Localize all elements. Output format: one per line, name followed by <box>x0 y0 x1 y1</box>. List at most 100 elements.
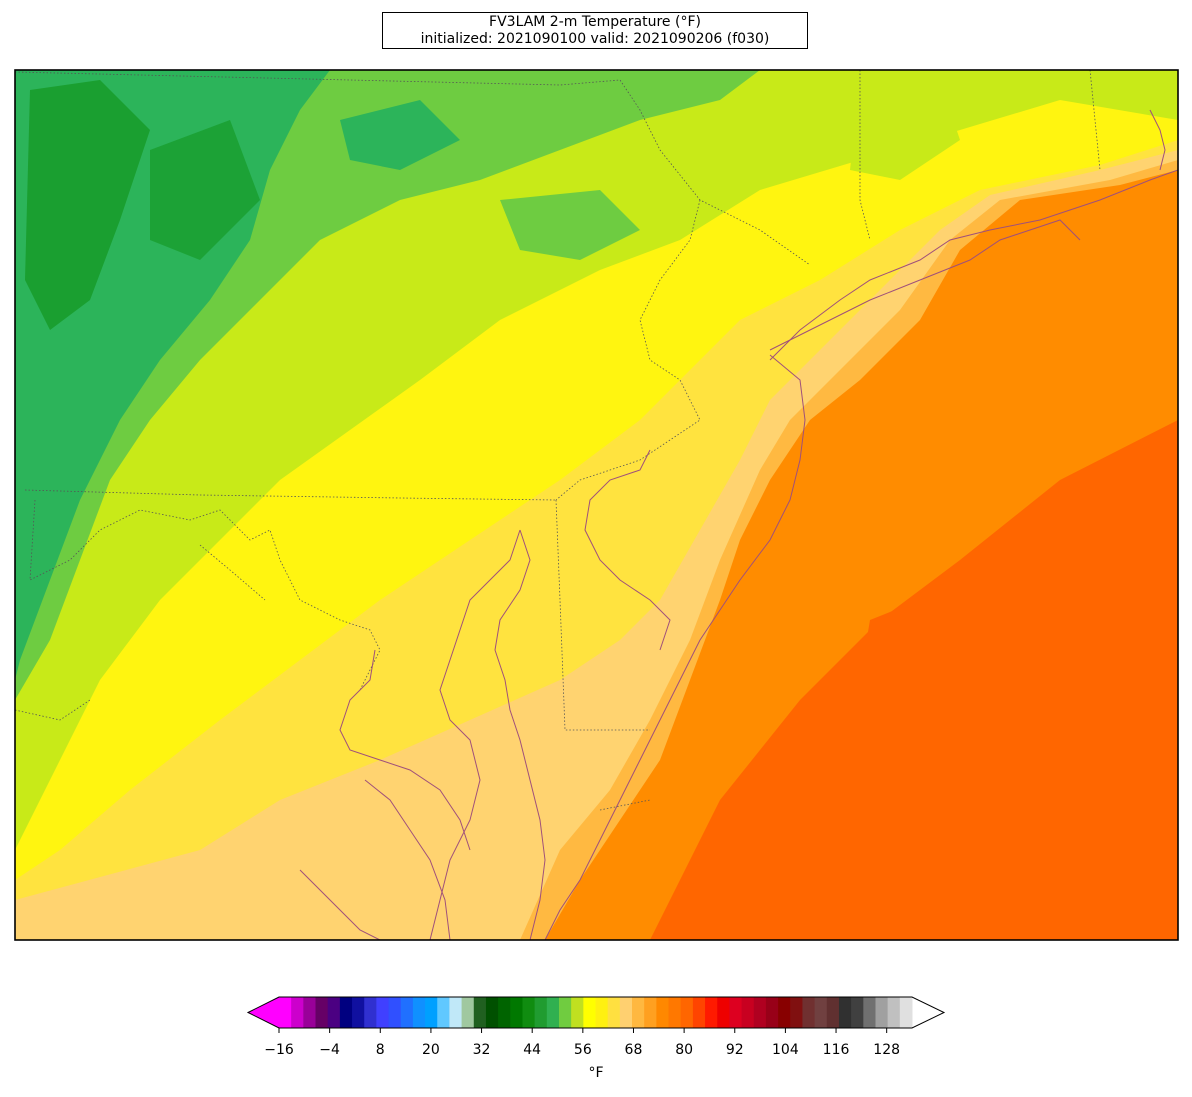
colorbar-tick-label: 116 <box>822 1042 850 1058</box>
colorbar-swatch <box>717 997 730 1028</box>
colorbar-swatch <box>863 997 876 1028</box>
colorbar-swatch <box>753 997 767 1028</box>
colorbar <box>246 996 946 1033</box>
colorbar-swatch <box>607 997 621 1028</box>
colorbar-tick-label: 92 <box>725 1042 744 1058</box>
colorbar-extend-max <box>912 997 944 1028</box>
colorbar-swatch <box>315 997 329 1028</box>
temperature-field <box>15 70 1178 940</box>
colorbar-swatch <box>838 997 852 1028</box>
colorbar-tick-label: 104 <box>772 1042 799 1058</box>
field-green-dark-2 <box>150 120 260 260</box>
coast-long-island-north <box>769 219 1081 351</box>
colorbar-swatch <box>534 997 548 1028</box>
colorbar-swatch <box>352 997 365 1028</box>
colorbar-swatch <box>388 997 402 1028</box>
colorbar-swatch <box>546 997 560 1028</box>
map-subtitle: initialized: 2021090100 valid: 202109020… <box>420 31 770 47</box>
colorbar-swatch <box>485 997 499 1028</box>
colorbar-tick-label: 8 <box>375 1042 385 1058</box>
colorbar-swatch <box>802 997 816 1028</box>
border-de-md <box>555 499 650 731</box>
colorbar-swatch <box>851 997 864 1028</box>
colorbar-tick-label: 44 <box>523 1042 542 1058</box>
coast-james <box>299 869 381 940</box>
colorbar-swatch <box>291 997 304 1028</box>
colorbar-swatch <box>790 997 803 1028</box>
colorbar-swatch <box>522 997 536 1028</box>
colorbar-swatch <box>571 997 584 1028</box>
border-ct-ri <box>1089 70 1101 171</box>
field-green-light-patch <box>500 190 640 260</box>
colorbar-swatch <box>583 997 596 1028</box>
colorbar-tick-label: 68 <box>624 1042 643 1058</box>
border-ny-ct <box>859 70 871 241</box>
colorbar-swatch <box>619 997 633 1028</box>
field-orange-deep-patch <box>860 600 940 700</box>
field-green-dark <box>25 80 150 330</box>
coast-chesapeake-east <box>494 529 546 940</box>
colorbar-swatch <box>510 997 523 1028</box>
colorbar-swatch <box>400 997 414 1028</box>
colorbar-tick-label: 32 <box>472 1042 491 1058</box>
colorbar-swatch <box>887 997 901 1028</box>
colorbar-swatch <box>632 997 645 1028</box>
colorbar-swatch <box>461 997 475 1028</box>
colorbar-swatch <box>595 997 609 1028</box>
colorbar-tick-label: 56 <box>573 1042 592 1058</box>
border-ny-pa <box>15 71 811 266</box>
colorbar-tick-label: 80 <box>675 1042 694 1058</box>
colorbar-tick-label: 20 <box>421 1042 440 1058</box>
colorbar-swatch <box>875 997 889 1028</box>
coast-chesapeake-west <box>429 529 521 940</box>
colorbar-swatch <box>558 997 572 1028</box>
colorbar-tick-label: 128 <box>873 1042 901 1058</box>
field-yellow-green-ne <box>850 80 960 180</box>
colorbar-swatch <box>814 997 828 1028</box>
coast-potomac <box>339 649 471 851</box>
map-title-box: FV3LAM 2-m Temperature (°F) initialized:… <box>382 12 808 49</box>
colorbar-swatch <box>741 997 755 1028</box>
colorbar-swatch <box>412 997 426 1028</box>
colorbar-swatch <box>339 997 353 1028</box>
colorbar-swatch <box>656 997 670 1028</box>
colorbar-swatch <box>644 997 657 1028</box>
colorbar-swatch <box>425 997 438 1028</box>
coast-rappahannock <box>364 779 451 940</box>
colorbar-swatch <box>668 997 682 1028</box>
colorbar-swatch <box>680 997 694 1028</box>
colorbar-swatch <box>899 997 913 1028</box>
colorbar-swatch <box>692 997 706 1028</box>
colorbar-swatch <box>376 997 390 1028</box>
border-va-wv <box>199 544 266 601</box>
colorbar-tick-label: −16 <box>264 1042 294 1058</box>
field-green-patch <box>340 100 460 170</box>
colorbar-swatch <box>765 997 779 1028</box>
border-md-wv-va <box>29 499 381 691</box>
colorbar-swatch <box>327 997 341 1028</box>
colorbar-swatch <box>473 997 487 1028</box>
colorbar-swatch <box>705 997 718 1028</box>
colorbar-extend-min <box>248 997 279 1028</box>
colorbar-swatch <box>778 997 791 1028</box>
coast-rhode-island <box>1149 109 1166 171</box>
colorbar-unit-label: °F <box>588 1065 604 1081</box>
colorbar-swatch <box>729 997 743 1028</box>
coast-long-island-south <box>769 169 1178 361</box>
colorbar-swatch <box>498 997 511 1028</box>
map-frame <box>14 69 1179 941</box>
border-pa-nj <box>555 199 701 501</box>
colorbar-swatch <box>437 997 450 1028</box>
border-va-west <box>15 699 91 721</box>
colorbar-swatch <box>364 997 377 1028</box>
border-md-va-eastern <box>599 799 651 811</box>
colorbar-swatch <box>303 997 317 1028</box>
colorbar-swatch <box>279 997 292 1028</box>
coast-nj-delmarva <box>544 354 806 940</box>
map-title: FV3LAM 2-m Temperature (°F) <box>489 14 701 30</box>
field-yellow-green <box>15 70 1178 850</box>
border-mason-dixon <box>24 489 557 501</box>
colorbar-swatch <box>449 997 463 1028</box>
colorbar-swatch <box>826 997 840 1028</box>
